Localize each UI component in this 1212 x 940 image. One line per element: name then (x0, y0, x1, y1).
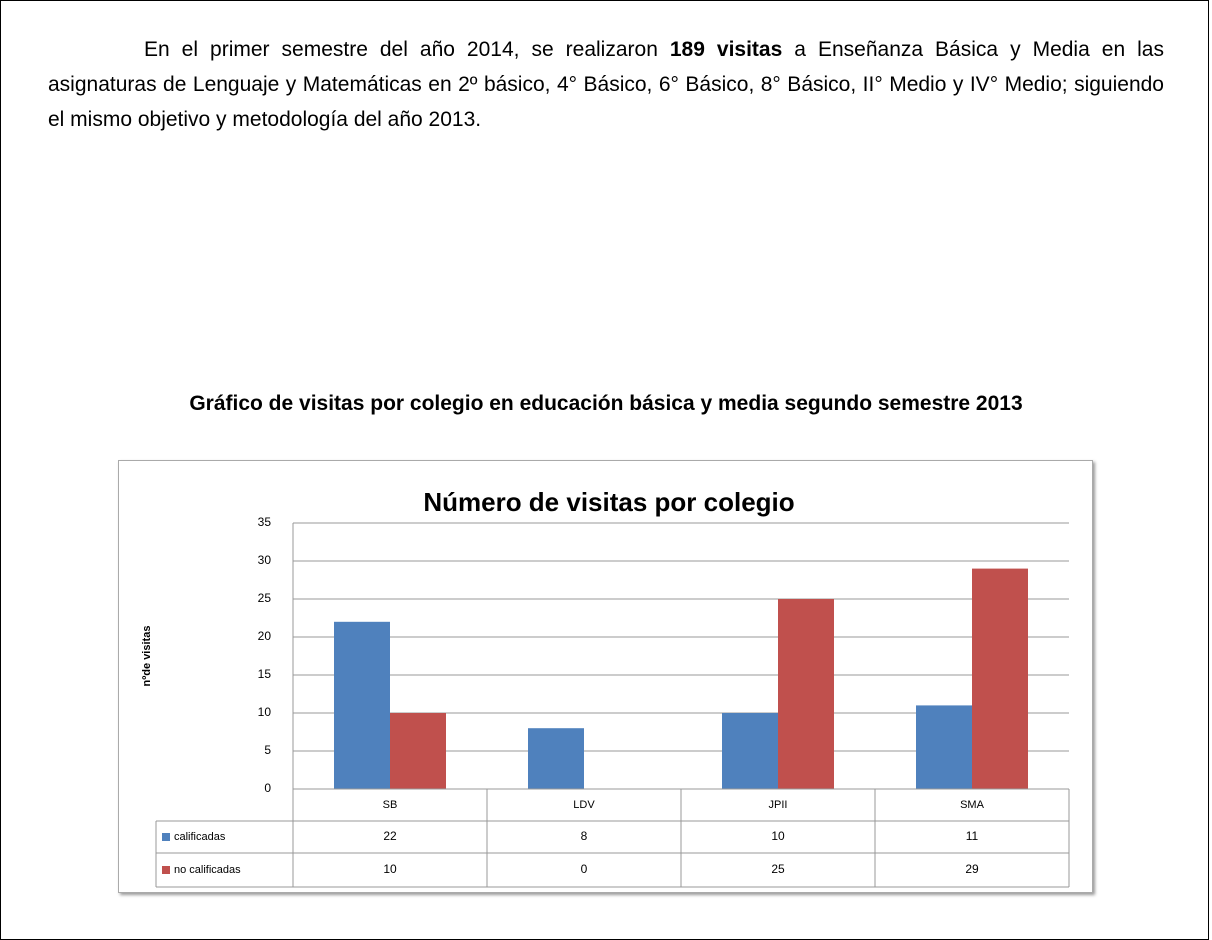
chart-title: Número de visitas por colegio (423, 487, 794, 517)
legend-swatch (162, 833, 170, 841)
y-tick-label: 35 (258, 515, 272, 529)
bar (528, 728, 584, 789)
table-value: 22 (383, 829, 397, 843)
table-value: 8 (581, 829, 588, 843)
y-axis-label: nºde visitas (141, 626, 153, 687)
y-tick-label: 25 (258, 591, 272, 605)
bold-text: 189 visitas (669, 38, 783, 61)
bar (778, 599, 834, 789)
x-tick-label: SMA (960, 799, 985, 811)
table-value: 29 (965, 862, 979, 876)
text: En el primer semestre del año 2014, se r… (144, 38, 670, 61)
table-value: 10 (383, 862, 397, 876)
x-tick-label: LDV (573, 799, 595, 811)
table-value: 11 (966, 829, 979, 843)
bar (390, 713, 446, 789)
bar (916, 705, 972, 789)
legend-label: calificadas (174, 831, 226, 843)
legend-swatch (162, 866, 170, 874)
x-tick-label: JPII (769, 799, 788, 811)
bar (722, 713, 778, 789)
table-value: 0 (581, 862, 588, 876)
y-tick-label: 15 (258, 667, 272, 681)
chart: Número de visitas por colegio nºde visit… (118, 460, 1093, 893)
paragraph: En el primer semestre del año 2014, se r… (48, 32, 1164, 137)
y-tick-label: 20 (258, 629, 272, 643)
legend-label: no calificadas (174, 864, 241, 876)
bar (334, 621, 390, 789)
y-tick-label: 10 (258, 705, 272, 719)
text: a Enseñanza Básica y Media en las asigna… (48, 38, 1164, 131)
bar (972, 568, 1028, 789)
table-value: 10 (771, 829, 785, 843)
table-value: 25 (771, 862, 785, 876)
y-tick-label: 0 (264, 781, 271, 795)
heading: Gráfico de visitas por colegio en educac… (189, 392, 1023, 415)
x-tick-label: SB (383, 799, 398, 811)
y-tick-label: 5 (264, 743, 271, 757)
y-tick-label: 30 (258, 553, 272, 567)
